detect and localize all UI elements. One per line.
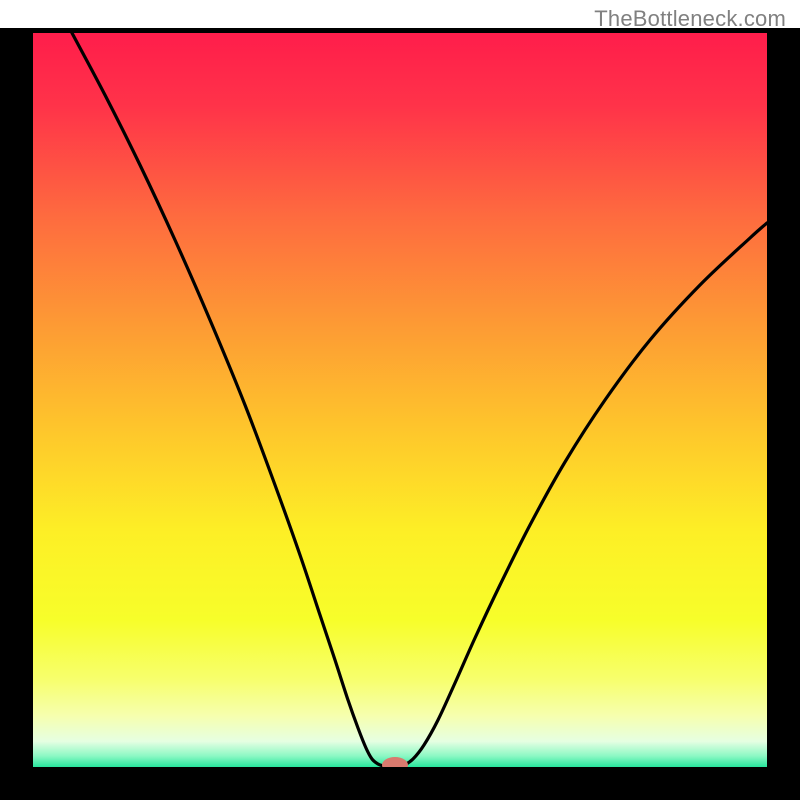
watermark-text: TheBottleneck.com [594,6,786,32]
chart-container: TheBottleneck.com [0,0,800,800]
bottleneck-curve-chart [0,0,800,800]
plot-background [33,33,767,767]
